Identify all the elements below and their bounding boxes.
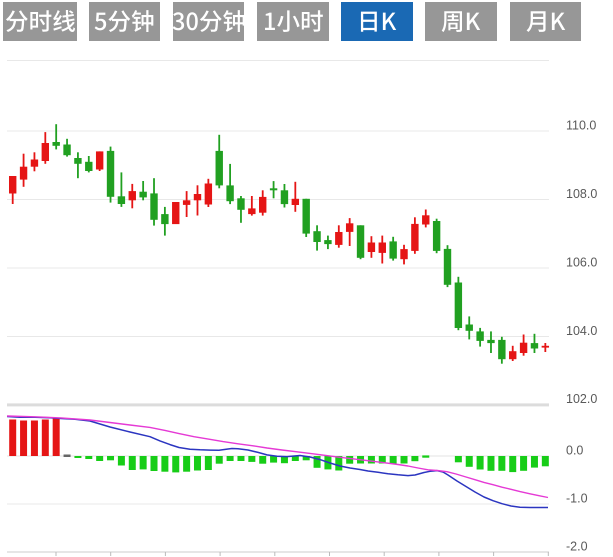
svg-text:108.0: 108.0	[566, 187, 597, 201]
svg-text:-2.0: -2.0	[566, 540, 588, 554]
svg-text:102.0: 102.0	[566, 392, 597, 406]
svg-text:110.0: 110.0	[566, 119, 596, 133]
svg-text:106.0: 106.0	[566, 256, 597, 270]
svg-text:104.0: 104.0	[566, 324, 597, 338]
svg-text:-1.0: -1.0	[566, 492, 588, 506]
svg-text:0.0: 0.0	[566, 444, 583, 458]
